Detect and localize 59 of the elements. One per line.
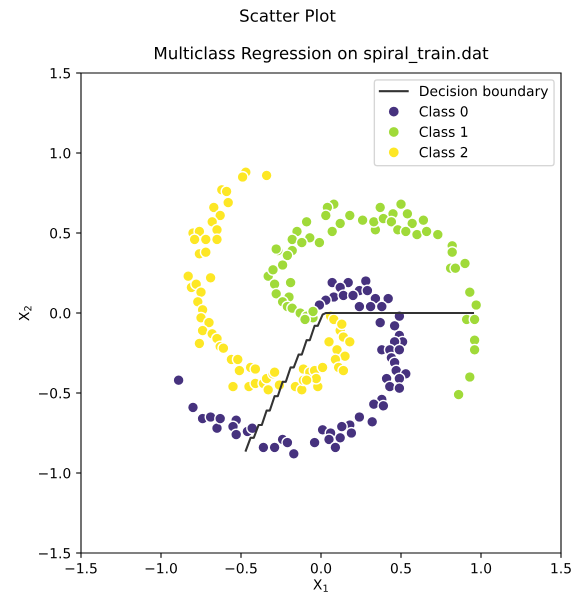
point [334,217,346,230]
point [400,225,412,238]
x-tick-label: 1.0 [471,562,492,574]
x-tick-label: −1.0 [146,562,177,574]
point [313,236,326,249]
x-tick-label: 0.5 [390,562,411,574]
legend-label: Class 1 [420,126,468,138]
point [356,214,369,226]
point [281,249,294,262]
point [284,276,297,289]
point [326,225,338,238]
point [374,201,386,214]
point [410,228,424,241]
point [406,217,418,230]
x-axis-title: X$_{1}$ [313,579,328,592]
legend-label: Class 2 [420,146,468,158]
chart-title: Scatter Plot [240,9,336,22]
y-tick-label: −0.5 [39,388,70,398]
x-tick-label: 0.0 [310,562,332,574]
y-tick-label: 0.5 [50,228,70,238]
point [276,258,289,272]
point [385,216,398,228]
chart-subtitle: Multiclass Regression on spiral_train.dat [155,46,488,64]
x-tick-label: 1.5 [551,563,571,574]
point [458,257,472,270]
point [417,214,430,226]
legend-label: Class 0 [420,106,468,117]
point [468,344,481,356]
point [286,233,298,246]
point [296,236,308,249]
point [452,388,465,401]
point [368,216,380,228]
legend-label: Decision boundary [420,86,548,99]
point [449,262,462,274]
y-tick-label: 1.0 [50,148,70,158]
point [468,313,481,326]
point [401,208,414,220]
point [306,305,320,318]
x-tick-label: −0.5 [226,562,257,574]
y-tick-label: 1.5 [50,68,70,78]
line-series [244,312,474,452]
point [298,313,312,326]
point [432,228,444,241]
point [300,216,313,228]
point [344,209,356,222]
x-tick-label: −1.5 [66,563,97,574]
y-axis-title: X$_{2}$ [18,306,32,321]
point [320,209,332,222]
point [464,370,476,384]
point [394,198,408,210]
point [420,225,433,238]
point [266,264,280,276]
y-tick-label: −1.0 [39,468,70,478]
point [270,288,282,300]
y-tick-label: 0.0 [50,308,70,318]
point [470,298,482,312]
y-tick-label: −1.5 [39,548,70,558]
point [464,286,476,298]
point [446,246,458,258]
